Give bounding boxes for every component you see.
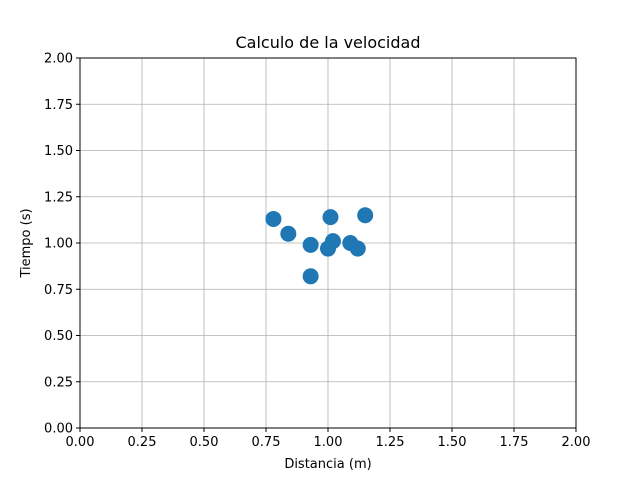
y-tick-label: 1.50 [44, 144, 73, 159]
data-point [357, 207, 374, 224]
y-tick-label: 1.75 [44, 98, 73, 113]
data-point [322, 209, 339, 226]
y-tick-label: 1.00 [44, 237, 73, 252]
x-axis-label: Distancia (m) [284, 457, 371, 472]
x-tick-label: 1.50 [438, 435, 467, 450]
chart-title: Calculo de la velocidad [235, 33, 420, 52]
data-points [265, 207, 374, 285]
data-point [349, 240, 366, 257]
x-tick-label: 0.00 [66, 435, 95, 450]
data-point [280, 225, 297, 242]
y-tick-label: 0.25 [44, 375, 73, 390]
y-axis-label: Tiempo (s) [19, 208, 34, 278]
x-tick-label: 1.75 [500, 435, 529, 450]
grid-lines [79, 57, 577, 429]
axis-ticks: 0.00 0.25 0.50 0.75 1.00 1.25 1.50 1.75 2.00 0.00… [44, 52, 590, 451]
data-point [265, 210, 282, 227]
data-point [324, 233, 341, 250]
y-tick-label: 1.25 [44, 190, 73, 205]
x-tick-label: 1.25 [376, 435, 405, 450]
y-tick-label: 0.75 [44, 283, 73, 298]
x-tick-label: 0.50 [190, 435, 219, 450]
x-tick-label: 0.75 [252, 435, 281, 450]
y-tick-label: 0.50 [44, 329, 73, 344]
y-tick-label: 0.00 [44, 422, 73, 437]
data-point [302, 236, 319, 253]
x-tick-label: 2.00 [562, 435, 591, 450]
x-tick-label: 1.00 [314, 435, 343, 450]
y-tick-label: 2.00 [44, 52, 73, 67]
x-tick-label: 0.25 [128, 435, 157, 450]
data-point [302, 268, 319, 285]
